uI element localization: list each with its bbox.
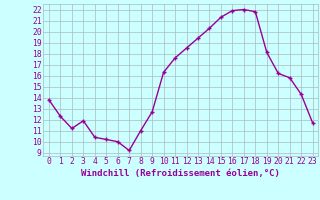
X-axis label: Windchill (Refroidissement éolien,°C): Windchill (Refroidissement éolien,°C)	[81, 169, 280, 178]
